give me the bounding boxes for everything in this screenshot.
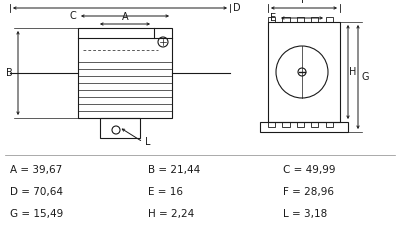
Text: A = 39,67: A = 39,67 [10,165,62,175]
Text: B = 21,44: B = 21,44 [148,165,200,175]
Bar [311,17,318,22]
Bar [100,118,140,138]
Bar [282,122,290,127]
Text: C: C [69,11,76,21]
Text: G = 15,49: G = 15,49 [10,209,63,219]
Bar [297,17,304,22]
Text: D: D [233,3,241,13]
Text: D = 70,64: D = 70,64 [10,187,63,197]
Bar [326,17,333,22]
Bar [282,17,290,22]
Text: L = 3,18: L = 3,18 [283,209,327,219]
Text: B: B [6,68,13,78]
Text: G: G [362,72,370,82]
Bar [268,17,275,22]
Bar [260,122,348,132]
Text: H: H [349,67,356,77]
Bar [311,122,318,127]
Text: L: L [145,137,150,147]
Bar [297,122,304,127]
Bar [268,122,275,127]
Text: F = 28,96: F = 28,96 [283,187,334,197]
Text: E: E [270,13,276,23]
Text: C = 49,99: C = 49,99 [283,165,336,175]
Text: H = 2,24: H = 2,24 [148,209,194,219]
Bar [326,122,333,127]
Text: A: A [122,11,128,21]
Text: F: F [301,0,307,5]
Bar [268,22,340,122]
Text: E = 16: E = 16 [148,187,183,197]
Bar [78,28,172,118]
